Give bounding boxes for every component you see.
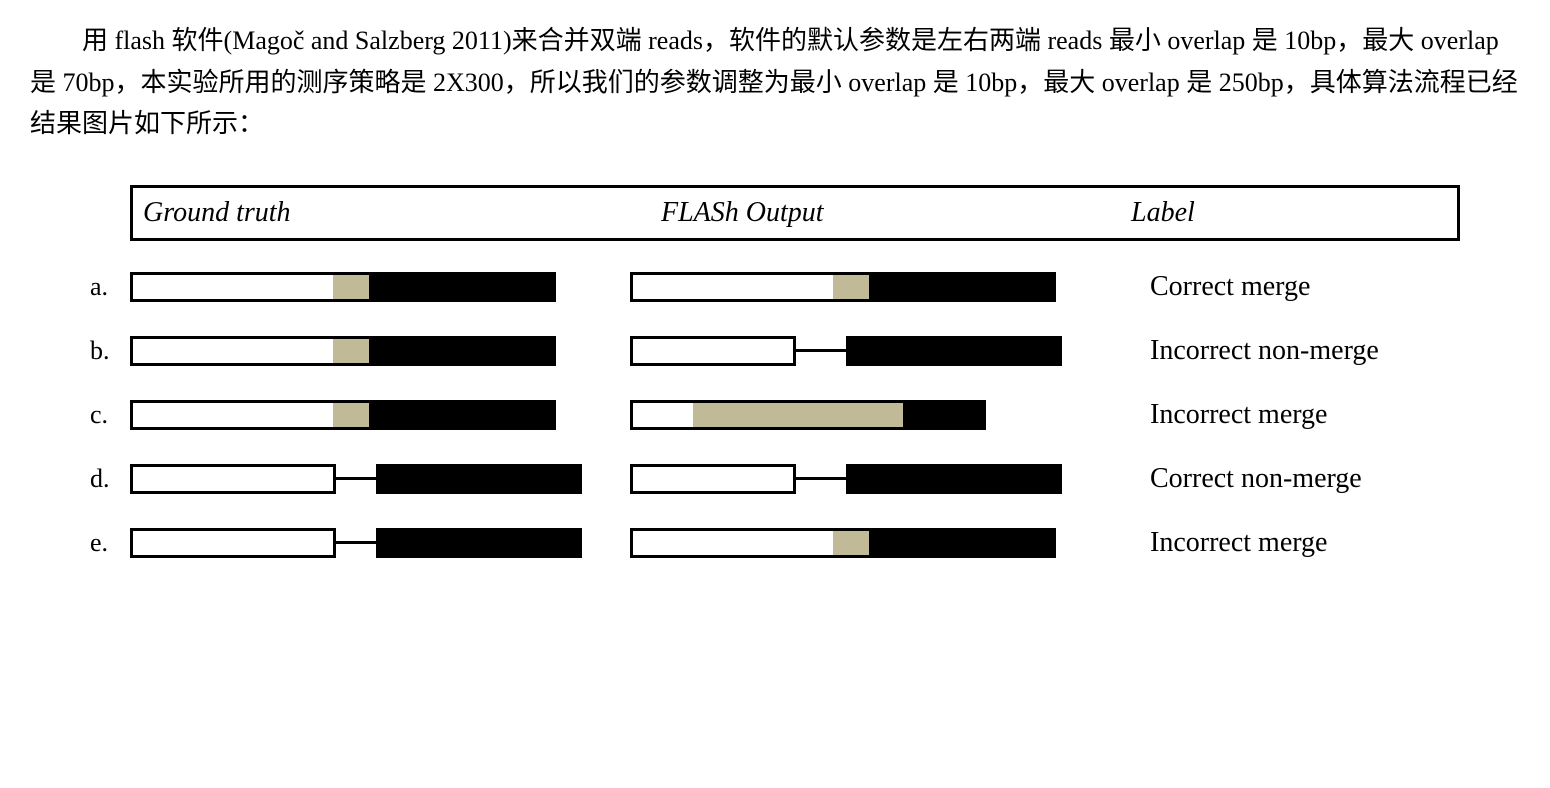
- row-label: Incorrect non-merge: [1150, 335, 1379, 367]
- nonmerged-read: [630, 464, 1062, 494]
- segment-white: [633, 275, 833, 299]
- left-read: [130, 528, 336, 558]
- row-letter: a.: [90, 272, 130, 302]
- col-flash-output: [630, 400, 1050, 430]
- segment-black: [869, 531, 1053, 555]
- segment-tan: [833, 275, 869, 299]
- segment-black: [369, 275, 553, 299]
- flash-diagram: Ground truth FLASh Output Label a. Correc…: [30, 185, 1520, 561]
- gap-line: [336, 477, 376, 480]
- row-label: Incorrect merge: [1150, 527, 1328, 559]
- left-read: [630, 336, 796, 366]
- col-flash-output: [630, 336, 1050, 366]
- merged-read: [130, 272, 556, 302]
- segment-black: [869, 275, 1053, 299]
- segment-tan: [693, 403, 903, 427]
- col-flash-output: [630, 464, 1050, 494]
- col-flash-output: [630, 528, 1050, 558]
- merged-read: [630, 400, 986, 430]
- right-read: [376, 464, 582, 494]
- row-letter: c.: [90, 400, 130, 430]
- diagram-row: b. Incorrect non-merge: [90, 333, 1460, 369]
- col-ground-truth: [130, 464, 550, 494]
- row-label: Incorrect merge: [1150, 399, 1328, 431]
- diagram-row: d. Correct non-merge: [90, 461, 1460, 497]
- row-letter: e.: [90, 528, 130, 558]
- segment-white: [633, 403, 693, 427]
- col-ground-truth: [130, 528, 550, 558]
- col-flash-output: [630, 272, 1050, 302]
- segment-white: [133, 339, 333, 363]
- row-label: Correct non-merge: [1150, 463, 1362, 495]
- merged-read: [630, 272, 1056, 302]
- segment-white: [633, 531, 833, 555]
- diagram-row: a. Correct merge: [90, 269, 1460, 305]
- row-label: Correct merge: [1150, 271, 1310, 303]
- left-read: [130, 464, 336, 494]
- segment-black: [903, 403, 983, 427]
- col-ground-truth: [130, 272, 550, 302]
- left-read: [630, 464, 796, 494]
- row-letter: d.: [90, 464, 130, 494]
- col-ground-truth: [130, 336, 550, 366]
- nonmerged-read: [130, 464, 582, 494]
- nonmerged-read: [130, 528, 582, 558]
- segment-white: [133, 275, 333, 299]
- segment-tan: [333, 339, 369, 363]
- intro-paragraph: 用 flash 软件(Magoč and Salzberg 2011)来合并双端…: [30, 20, 1520, 145]
- segment-tan: [333, 403, 369, 427]
- right-read: [376, 528, 582, 558]
- right-read: [846, 464, 1062, 494]
- segment-white: [133, 403, 333, 427]
- merged-read: [130, 336, 556, 366]
- diagram-row: e. Incorrect merge: [90, 525, 1460, 561]
- header-label: Label: [1131, 197, 1195, 229]
- right-read: [846, 336, 1062, 366]
- header-ground-truth: Ground truth: [143, 197, 661, 229]
- gap-line: [796, 349, 846, 352]
- segment-black: [369, 403, 553, 427]
- merged-read: [130, 400, 556, 430]
- diagram-row: c. Incorrect merge: [90, 397, 1460, 433]
- segment-tan: [833, 531, 869, 555]
- header-flash-output: FLASh Output: [661, 197, 1131, 229]
- col-ground-truth: [130, 400, 550, 430]
- gap-line: [796, 477, 846, 480]
- gap-line: [336, 541, 376, 544]
- diagram-header: Ground truth FLASh Output Label: [130, 185, 1460, 241]
- diagram-rows: a. Correct merge b. Incorrect non-merge c. In…: [90, 269, 1460, 561]
- segment-black: [369, 339, 553, 363]
- merged-read: [630, 528, 1056, 558]
- row-letter: b.: [90, 336, 130, 366]
- nonmerged-read: [630, 336, 1062, 366]
- segment-tan: [333, 275, 369, 299]
